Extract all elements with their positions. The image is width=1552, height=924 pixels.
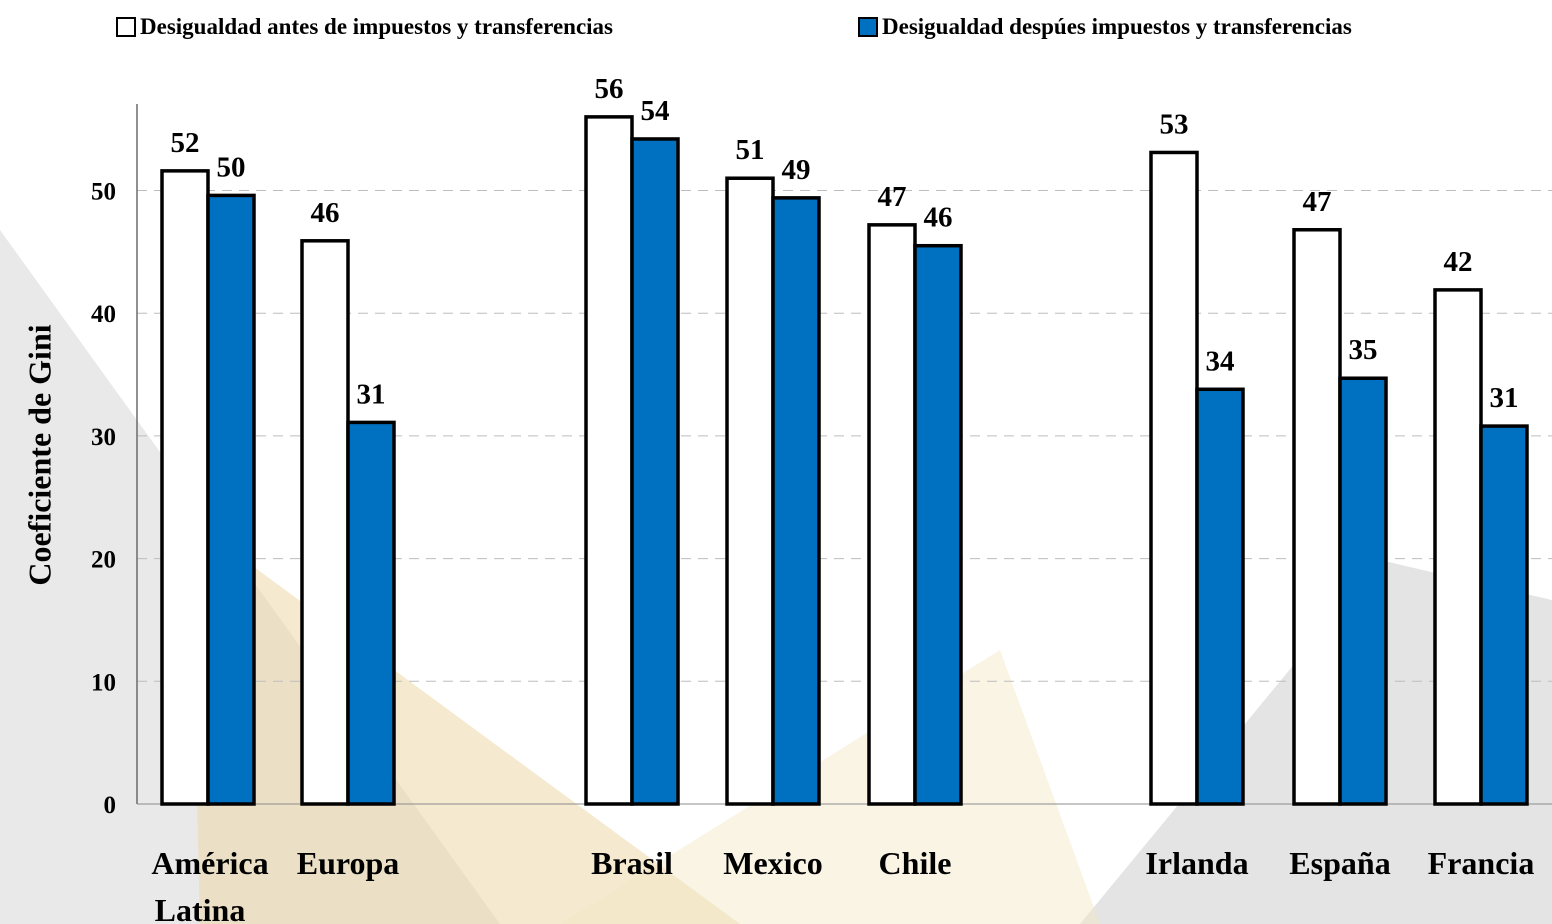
value-label-after: 46 <box>924 202 953 234</box>
bar-before <box>867 223 917 806</box>
bar-before <box>1292 228 1342 806</box>
x-category-label: Latina <box>155 892 246 924</box>
bar-before <box>1149 150 1199 806</box>
value-label-after: 54 <box>641 95 670 127</box>
value-label-after: 31 <box>1490 382 1519 414</box>
y-tick-label: 10 <box>91 669 116 696</box>
legend-label-before: Desigualdad antes de impuestos y transfe… <box>140 14 614 39</box>
y-tick-label: 20 <box>91 547 116 574</box>
value-label-before: 47 <box>1303 186 1332 218</box>
value-label-after: 49 <box>782 154 811 186</box>
bar-after <box>206 193 256 806</box>
bar-after <box>346 420 396 806</box>
bar-after <box>1338 376 1388 806</box>
bar-after <box>1479 424 1529 806</box>
y-tick-label: 50 <box>91 179 116 206</box>
y-tick-label: 40 <box>91 301 116 328</box>
bar-after <box>630 137 680 806</box>
value-label-before: 56 <box>595 73 624 105</box>
x-category-label: Europa <box>297 845 400 881</box>
x-category-label: Mexico <box>723 845 823 881</box>
x-category-label: América <box>151 845 268 881</box>
x-category-label: Chile <box>879 845 952 881</box>
value-label-after: 50 <box>217 151 246 183</box>
x-category-label: Irlanda <box>1145 845 1248 881</box>
legend-item-before: Desigualdad antes de impuestos y transfe… <box>116 12 613 42</box>
bar-before <box>300 239 350 806</box>
value-label-before: 53 <box>1160 108 1189 140</box>
y-tick-label: 30 <box>91 424 116 451</box>
value-label-before: 52 <box>171 127 200 159</box>
legend-swatch-after <box>858 17 878 37</box>
bar-after <box>771 196 821 806</box>
value-label-after: 34 <box>1206 345 1235 377</box>
legend-swatch-before <box>116 17 136 37</box>
value-label-after: 35 <box>1349 334 1378 366</box>
bar-before <box>160 169 210 806</box>
bar-before <box>1433 288 1483 806</box>
legend-label-after: Desigualdad despúes impuestos y transfer… <box>882 14 1352 39</box>
value-label-after: 31 <box>357 378 386 410</box>
x-category-label: España <box>1289 845 1390 881</box>
x-category-label: Brasil <box>591 845 673 881</box>
bar-before <box>725 176 775 806</box>
bar-after <box>913 243 963 806</box>
value-label-before: 42 <box>1444 246 1473 278</box>
bar-before <box>584 115 634 806</box>
value-label-before: 47 <box>878 181 907 213</box>
bar-after <box>1195 387 1245 806</box>
y-tick-label: 0 <box>104 792 117 819</box>
x-category-label: Francia <box>1428 845 1535 881</box>
legend-item-after: Desigualdad despúes impuestos y transfer… <box>858 12 1352 42</box>
value-label-before: 51 <box>736 134 765 166</box>
value-label-before: 46 <box>311 197 340 229</box>
